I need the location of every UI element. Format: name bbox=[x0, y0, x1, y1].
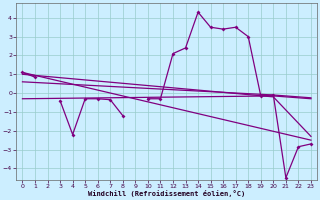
X-axis label: Windchill (Refroidissement éolien,°C): Windchill (Refroidissement éolien,°C) bbox=[88, 190, 245, 197]
